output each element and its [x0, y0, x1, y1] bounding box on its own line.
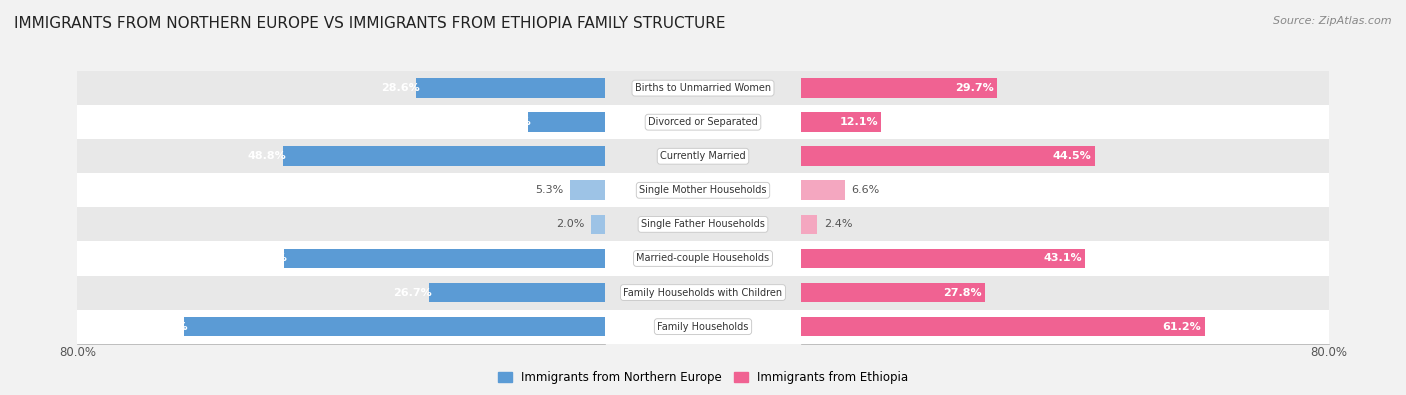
Text: Family Households with Children: Family Households with Children	[623, 288, 783, 297]
Text: 61.2%: 61.2%	[1163, 322, 1202, 332]
Text: 27.8%: 27.8%	[942, 288, 981, 297]
Text: 29.7%: 29.7%	[955, 83, 994, 93]
Bar	[0, 241, 1406, 276]
Bar	[0, 310, 1406, 344]
Bar	[801, 78, 997, 98]
Bar	[0, 105, 1406, 139]
Text: Currently Married: Currently Married	[661, 151, 745, 161]
Text: Family Households: Family Households	[658, 322, 748, 332]
Text: Births to Unmarried Women: Births to Unmarried Women	[636, 83, 770, 93]
Text: Divorced or Separated: Divorced or Separated	[648, 117, 758, 127]
Bar	[0, 207, 1406, 241]
Bar	[283, 147, 605, 166]
Text: Source: ZipAtlas.com: Source: ZipAtlas.com	[1274, 16, 1392, 26]
Bar	[801, 283, 984, 303]
Text: 48.6%: 48.6%	[249, 254, 288, 263]
Text: Single Father Households: Single Father Households	[641, 219, 765, 229]
Bar	[0, 310, 1406, 344]
Text: 26.7%: 26.7%	[394, 288, 432, 297]
Bar	[801, 112, 882, 132]
Text: 48.8%: 48.8%	[247, 151, 287, 161]
Text: 5.3%: 5.3%	[534, 185, 562, 196]
Bar	[429, 283, 605, 303]
Bar	[801, 147, 1095, 166]
Bar	[529, 112, 605, 132]
Bar	[0, 241, 1406, 276]
Text: 12.1%: 12.1%	[839, 117, 877, 127]
Bar	[0, 207, 1406, 241]
Bar	[0, 71, 1406, 105]
Bar	[0, 71, 1406, 105]
Text: 11.6%: 11.6%	[492, 117, 531, 127]
Text: Married-couple Households: Married-couple Households	[637, 254, 769, 263]
Bar	[0, 276, 1406, 310]
Bar	[0, 105, 1406, 139]
Bar	[0, 139, 1406, 173]
Bar	[0, 310, 1406, 344]
Bar	[0, 207, 1406, 241]
Text: 6.6%: 6.6%	[852, 185, 880, 196]
Bar	[801, 181, 845, 200]
Text: IMMIGRANTS FROM NORTHERN EUROPE VS IMMIGRANTS FROM ETHIOPIA FAMILY STRUCTURE: IMMIGRANTS FROM NORTHERN EUROPE VS IMMIG…	[14, 16, 725, 31]
Legend: Immigrants from Northern Europe, Immigrants from Ethiopia: Immigrants from Northern Europe, Immigra…	[494, 367, 912, 389]
Bar	[184, 317, 605, 337]
Bar	[0, 105, 1406, 139]
Bar	[0, 173, 1406, 207]
Bar	[801, 317, 1205, 337]
Bar	[569, 181, 605, 200]
Bar	[0, 71, 1406, 105]
Text: 63.8%: 63.8%	[149, 322, 187, 332]
Text: 43.1%: 43.1%	[1043, 254, 1083, 263]
Bar	[801, 248, 1085, 268]
Bar	[801, 214, 817, 234]
Bar	[0, 241, 1406, 276]
Bar	[0, 276, 1406, 310]
Bar	[0, 173, 1406, 207]
Text: 44.5%: 44.5%	[1053, 151, 1091, 161]
Text: Single Mother Households: Single Mother Households	[640, 185, 766, 196]
Bar	[284, 248, 605, 268]
Bar	[592, 214, 605, 234]
Bar	[416, 78, 605, 98]
Bar	[0, 173, 1406, 207]
Bar	[0, 276, 1406, 310]
Text: 28.6%: 28.6%	[381, 83, 419, 93]
Bar	[0, 139, 1406, 173]
Text: 2.0%: 2.0%	[557, 219, 585, 229]
Bar	[0, 139, 1406, 173]
Text: 2.4%: 2.4%	[824, 219, 852, 229]
